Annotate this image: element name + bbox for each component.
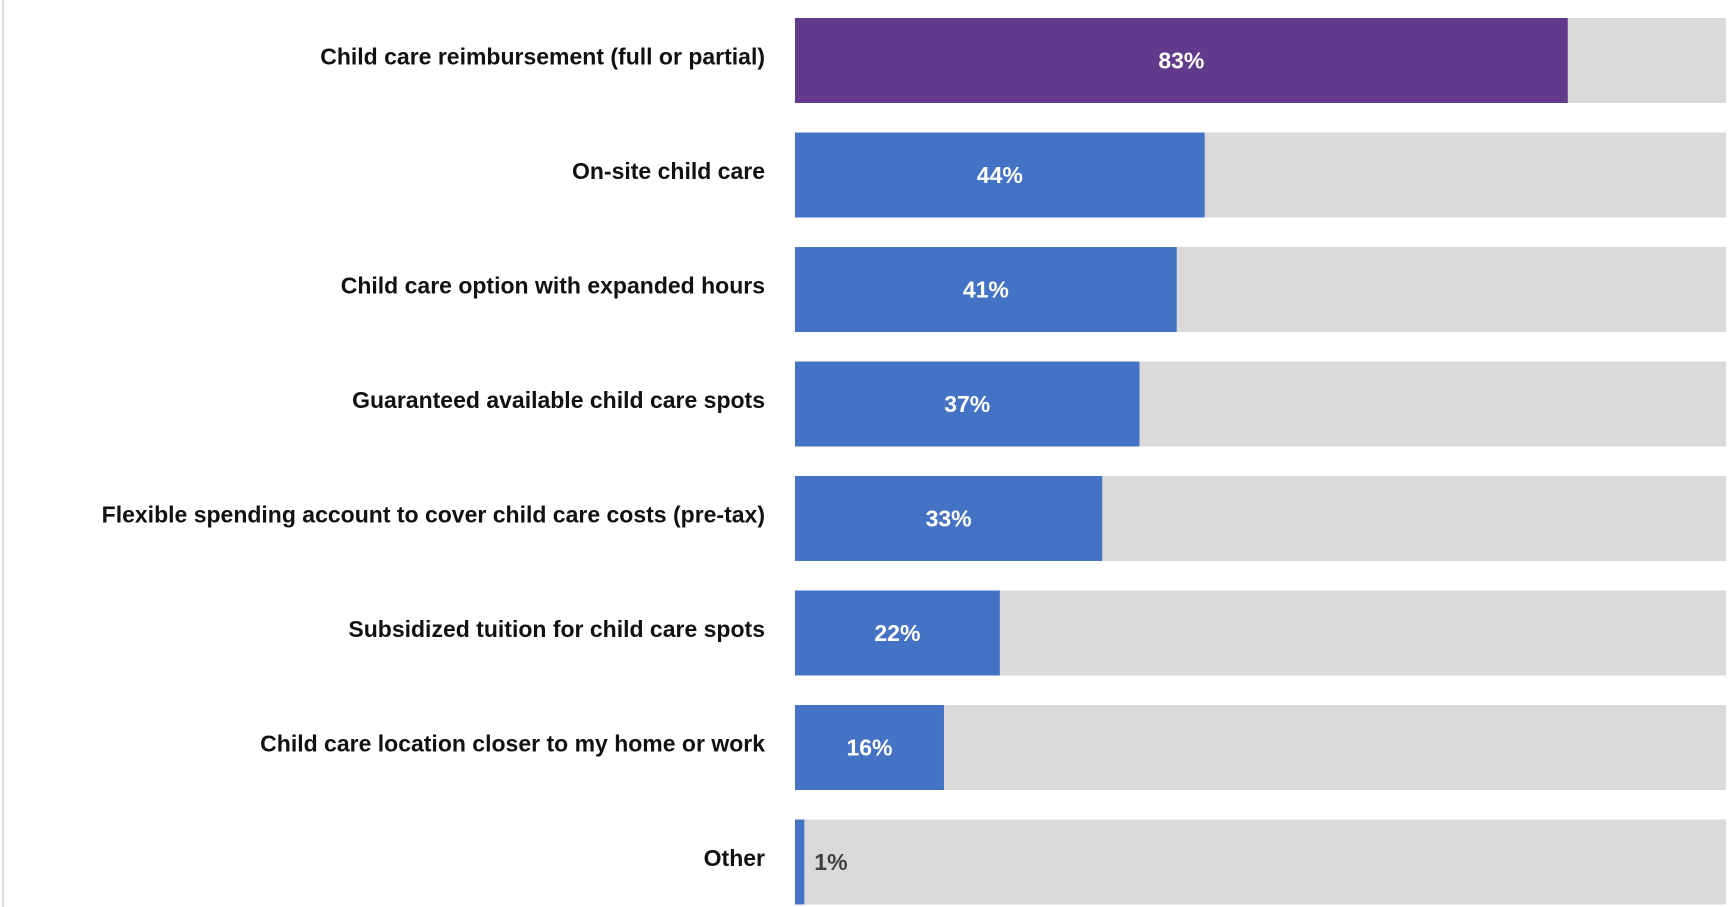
background-bar (795, 705, 1726, 790)
value-label: 37% (944, 391, 990, 417)
bar (795, 819, 805, 905)
category-label: Flexible spending account to cover child… (102, 502, 765, 528)
value-label: 33% (926, 506, 972, 532)
bar (795, 361, 1140, 447)
category-label: Child care option with expanded hours (341, 273, 765, 299)
value-label: 41% (963, 277, 1009, 303)
bar (795, 247, 1177, 332)
value-label: 16% (846, 735, 892, 761)
category-label: Child care reimbursement (full or partia… (320, 44, 765, 70)
background-bar (795, 819, 1726, 905)
bar (795, 476, 1103, 561)
value-label: 22% (874, 620, 920, 646)
category-label: Guaranteed available child care spots (352, 387, 765, 413)
category-label: Other (704, 845, 765, 871)
value-label: 44% (977, 162, 1023, 188)
bar (795, 132, 1205, 218)
category-label: On-site child care (572, 158, 765, 184)
value-label: 1% (814, 849, 847, 875)
bar (795, 590, 1000, 676)
category-label: Subsidized tuition for child care spots (348, 616, 765, 642)
category-label: Child care location closer to my home or… (260, 731, 765, 757)
value-label: 83% (1158, 48, 1204, 74)
bar (795, 18, 1568, 103)
bar (795, 705, 944, 790)
